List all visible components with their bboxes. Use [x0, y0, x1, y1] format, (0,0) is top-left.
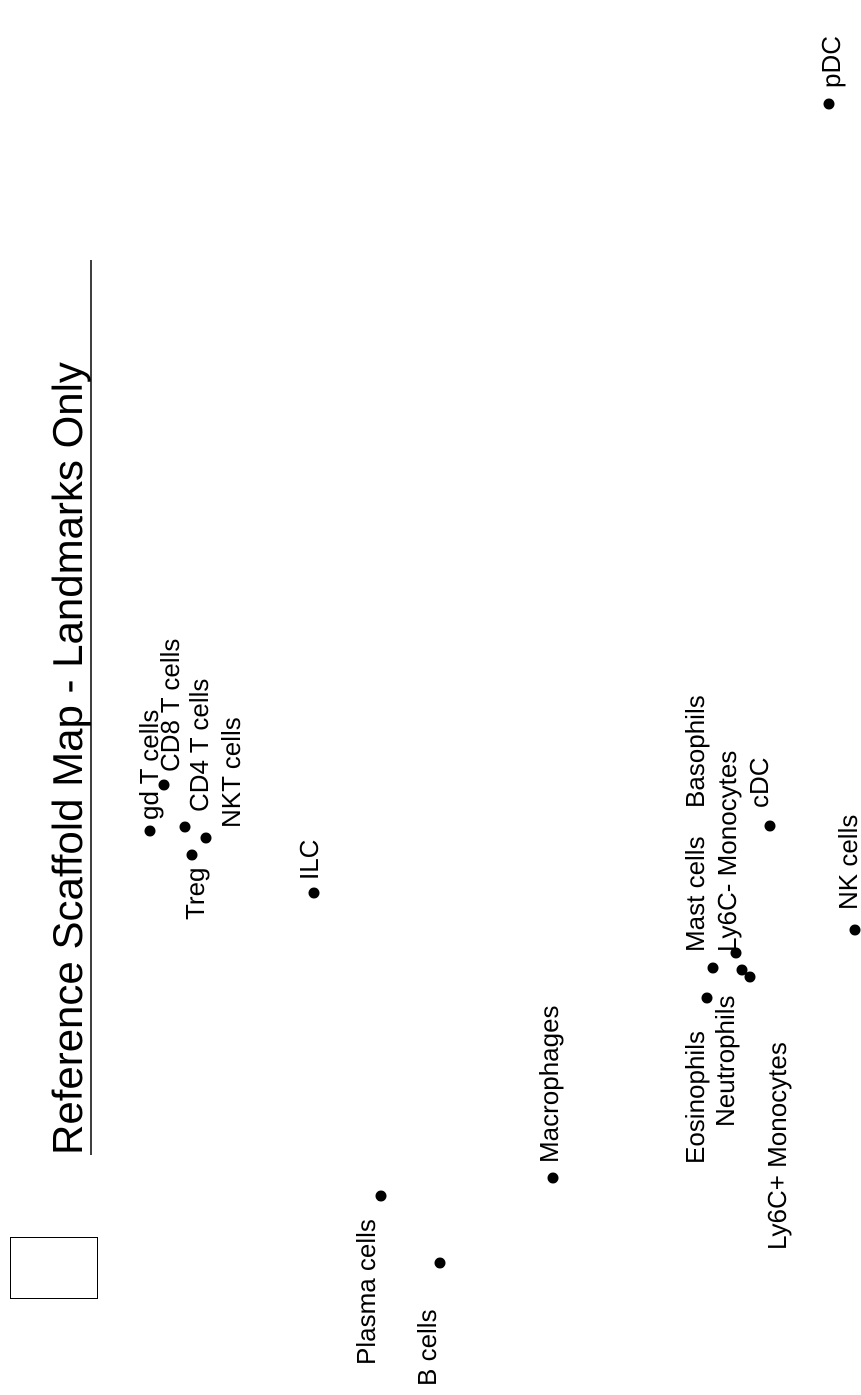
landmark-point-cd4-t-cells [179, 821, 191, 833]
landmark-point-plasma-cells [375, 1190, 387, 1202]
landmark-label-gd-t-cells: gd T cells [134, 710, 164, 820]
landmark-point-ly6c-minus-monocytes [736, 964, 748, 976]
landmark-label-basophils: Basophils [680, 695, 710, 808]
landmark-label-b-cells: B cells [412, 1309, 442, 1386]
landmark-point-nk-cells [849, 924, 861, 936]
landmark-point-b-cells [434, 1257, 446, 1269]
landmark-point-cdc [764, 820, 776, 832]
landmark-point-nkt-cells [200, 832, 212, 844]
landmark-label-cd8-t-cells: CD8 T cells [155, 639, 185, 772]
map-title-group: Reference Scaffold Map - Landmarks Only [44, 260, 92, 1155]
landmark-label-macrophages: Macrophages [534, 1005, 564, 1163]
landmark-point-cd8-t-cells [158, 779, 170, 791]
landmark-label-treg: Treg [180, 868, 210, 921]
landmark-point-pdc [823, 98, 835, 110]
landmark-label-ilc: ILC [294, 840, 324, 880]
landmark-point-macrophages [547, 1172, 559, 1184]
landmark-point-eosinophils [701, 992, 713, 1004]
empty-legend-box [10, 1237, 98, 1299]
landmark-label-pdc: pDC [816, 36, 846, 88]
landmark-point-mast-cells [707, 962, 719, 974]
landmark-point-neutrophils [744, 971, 756, 983]
landmark-label-plasma-cells: Plasma cells [351, 1219, 381, 1365]
landmark-point-basophils [730, 947, 742, 959]
landmark-label-nkt-cells: NKT cells [216, 717, 246, 828]
landmark-point-ilc [308, 887, 320, 899]
landmark-label-mast-cells: Mast cells [680, 836, 710, 952]
landmark-label-ly6c-minus-monocytes: Ly6C- Monocytes [712, 751, 742, 952]
landmark-point-treg [186, 849, 198, 861]
landmark-label-cdc: cDC [744, 757, 774, 808]
landmark-label-cd4-t-cells: CD4 T cells [184, 679, 214, 812]
landmark-label-ly6c-plus-monocytes: Ly6C+ Monocytes [762, 1042, 792, 1250]
landmark-label-eosinophils: Eosinophils [680, 1031, 710, 1164]
landmark-point-gd-t-cells [144, 825, 156, 837]
landmark-label-nk-cells: NK cells [833, 815, 861, 910]
map-title: Reference Scaffold Map - Landmarks Only [44, 362, 91, 1155]
landmark-label-neutrophils: Neutrophils [710, 995, 740, 1127]
